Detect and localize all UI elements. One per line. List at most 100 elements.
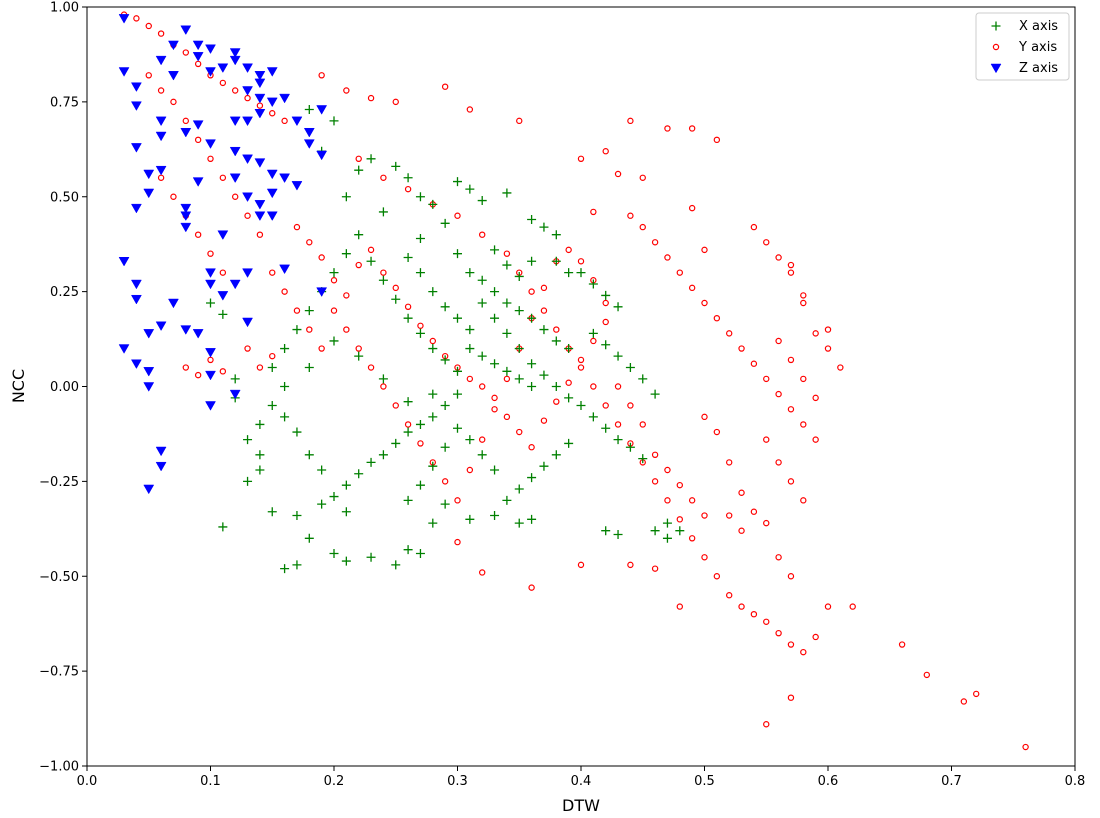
data-point bbox=[280, 412, 290, 422]
data-point bbox=[217, 230, 229, 240]
legend-marker-triangle bbox=[990, 63, 1002, 74]
data-point bbox=[130, 279, 142, 290]
data-point bbox=[266, 169, 278, 180]
y-tick-label: −0.75 bbox=[39, 665, 79, 680]
data-point bbox=[688, 497, 696, 504]
legend-entry-y-axis: Y axis bbox=[992, 40, 1057, 55]
data-point bbox=[205, 67, 216, 77]
data-point bbox=[551, 230, 561, 240]
data-point bbox=[800, 292, 807, 299]
data-point bbox=[231, 87, 239, 94]
data-point bbox=[812, 633, 819, 641]
data-point bbox=[355, 261, 362, 269]
data-point bbox=[303, 139, 315, 149]
data-point bbox=[205, 348, 216, 358]
data-point bbox=[292, 325, 302, 335]
data-point bbox=[564, 344, 574, 354]
data-point bbox=[242, 268, 253, 278]
data-point bbox=[688, 125, 696, 132]
data-point bbox=[255, 465, 265, 475]
y-tick-label: 0.25 bbox=[50, 285, 79, 300]
data-point bbox=[787, 694, 795, 701]
y-axis-ticks: −1.00 −0.75 −0.50 −0.25 0.00 0.25 0.50 0.75 1.00 bbox=[39, 1, 87, 775]
data-point bbox=[713, 428, 721, 436]
data-point bbox=[219, 269, 227, 276]
data-point bbox=[639, 223, 646, 231]
data-point bbox=[205, 139, 216, 149]
data-point bbox=[514, 374, 524, 384]
data-point bbox=[205, 44, 216, 54]
data-point bbox=[267, 400, 277, 410]
data-point bbox=[601, 423, 611, 433]
data-point bbox=[219, 79, 227, 87]
data-point bbox=[218, 309, 228, 319]
data-point bbox=[316, 287, 328, 297]
data-point bbox=[688, 284, 696, 292]
data-point bbox=[973, 690, 980, 698]
data-point bbox=[713, 136, 721, 144]
data-point bbox=[254, 211, 266, 221]
data-point bbox=[243, 476, 253, 486]
data-point bbox=[701, 554, 708, 561]
data-point bbox=[440, 218, 450, 228]
data-point bbox=[130, 82, 142, 92]
data-point bbox=[417, 440, 424, 447]
data-point bbox=[502, 366, 512, 376]
legend: X axis Y axis Z axis bbox=[975, 12, 1070, 81]
data-point bbox=[255, 419, 265, 429]
legend-box bbox=[975, 12, 1070, 81]
data-point bbox=[428, 344, 438, 354]
data-point bbox=[540, 307, 548, 314]
data-point bbox=[787, 261, 795, 269]
data-point bbox=[553, 326, 560, 333]
data-point bbox=[143, 329, 155, 339]
data-point bbox=[613, 435, 623, 445]
data-point bbox=[354, 469, 364, 479]
data-point bbox=[403, 397, 413, 407]
data-point bbox=[391, 560, 401, 570]
y-tick-label: −0.25 bbox=[39, 475, 79, 490]
data-point bbox=[378, 450, 388, 460]
data-point bbox=[341, 556, 351, 566]
data-point bbox=[490, 359, 500, 369]
data-point bbox=[367, 364, 375, 371]
data-point bbox=[960, 698, 968, 705]
data-point bbox=[738, 527, 745, 534]
data-point bbox=[380, 174, 387, 181]
data-point bbox=[219, 368, 227, 375]
data-point bbox=[824, 345, 832, 352]
data-point bbox=[527, 473, 537, 483]
data-point bbox=[651, 239, 659, 246]
data-point bbox=[590, 383, 597, 390]
data-point bbox=[613, 302, 623, 312]
data-point bbox=[415, 268, 425, 278]
data-point bbox=[527, 514, 537, 524]
data-point bbox=[242, 192, 253, 203]
data-point bbox=[343, 87, 350, 94]
data-point bbox=[194, 231, 202, 238]
data-point bbox=[750, 223, 758, 231]
data-point bbox=[763, 721, 770, 728]
data-point bbox=[440, 499, 450, 509]
data-point bbox=[564, 393, 574, 403]
data-point bbox=[403, 313, 413, 323]
data-point bbox=[812, 436, 819, 443]
data-point bbox=[403, 173, 413, 183]
data-point bbox=[180, 25, 192, 36]
data-point bbox=[614, 383, 622, 390]
data-point bbox=[242, 154, 253, 165]
data-point bbox=[180, 211, 192, 221]
data-point bbox=[205, 279, 216, 290]
data-point bbox=[180, 222, 192, 233]
data-point bbox=[812, 330, 819, 337]
data-point bbox=[454, 212, 461, 219]
data-point bbox=[440, 400, 450, 410]
data-point bbox=[763, 375, 770, 383]
data-point bbox=[466, 375, 474, 383]
data-point bbox=[923, 671, 931, 679]
data-point bbox=[775, 337, 782, 345]
data-point bbox=[280, 564, 290, 574]
data-point bbox=[292, 511, 302, 521]
data-point bbox=[453, 366, 462, 376]
data-point bbox=[602, 299, 609, 307]
